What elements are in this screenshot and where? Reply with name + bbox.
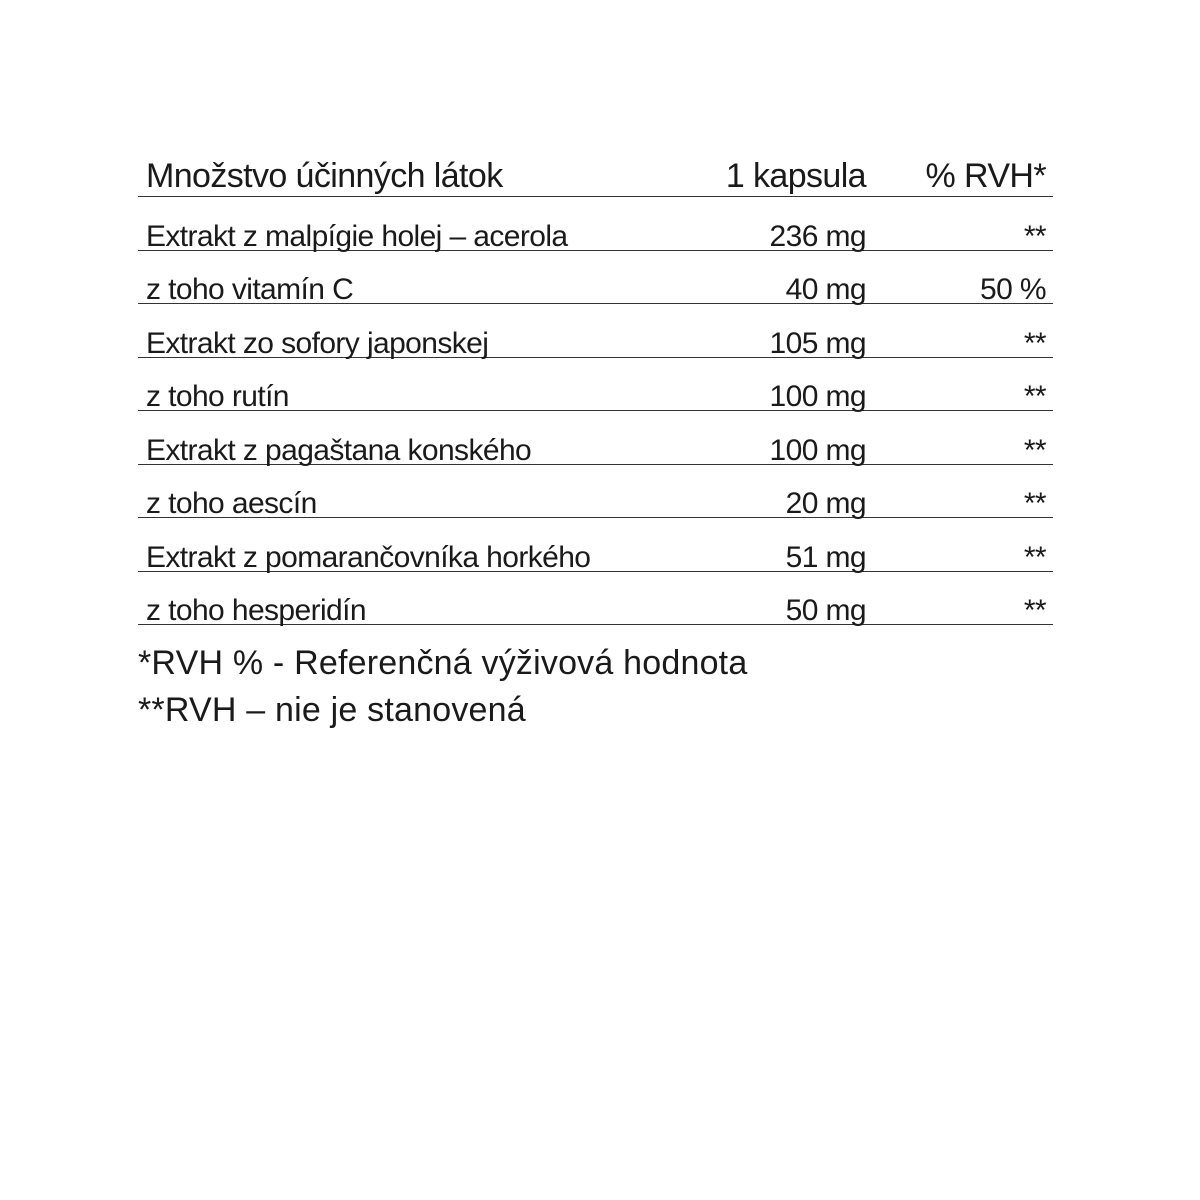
- table-row: Extrakt z pomarančovníka horkého 51 mg **: [138, 518, 1053, 574]
- header-rvh: % RVH*: [925, 157, 1047, 195]
- row-amount: 100 mg: [769, 380, 867, 413]
- table-body: Extrakt z malpígie holej – acerola 236 mg…: [138, 197, 1053, 627]
- footnote: **RVH – nie je stanovená: [138, 691, 526, 729]
- row-amount: 51 mg: [785, 540, 867, 574]
- row-rvh: **: [1023, 594, 1047, 627]
- table-header: Množstvo účinných látok 1 kapsula % RVH*: [138, 145, 1053, 197]
- table-row: Extrakt z malpígie holej – acerola 236 mg…: [138, 197, 1053, 253]
- row-rvh: **: [1023, 219, 1047, 253]
- table-row: z toho rutín 100 mg **: [138, 358, 1053, 413]
- row-name: Extrakt z pagaštana konského: [146, 433, 532, 467]
- row-name: Extrakt z malpígie holej – acerola: [146, 219, 568, 253]
- footnote: *RVH % - Referenčná výživová hodnota: [138, 644, 748, 682]
- row-rvh: **: [1023, 326, 1047, 360]
- header-amount: 1 kapsula: [725, 157, 867, 195]
- row-name: z toho aescín: [146, 487, 317, 520]
- row-rvh: **: [1023, 380, 1047, 413]
- row-amount: 40 mg: [785, 273, 867, 306]
- row-amount: 50 mg: [785, 594, 867, 627]
- row-name: Extrakt z pomarančovníka horkého: [146, 540, 591, 574]
- row-rvh: 50 %: [980, 273, 1047, 306]
- row-rvh: **: [1023, 487, 1047, 520]
- row-amount: 236 mg: [769, 219, 867, 253]
- table-row: z toho hesperidín 50 mg **: [138, 572, 1053, 627]
- nutrition-table: Množstvo účinných látok 1 kapsula % RVH*…: [138, 145, 1053, 627]
- row-amount: 20 mg: [785, 487, 867, 520]
- row-rvh: **: [1023, 433, 1047, 467]
- table-row: z toho vitamín C 40 mg 50 %: [138, 251, 1053, 306]
- row-name: Extrakt zo sofory japonskej: [146, 326, 489, 360]
- header-name: Množstvo účinných látok: [146, 157, 503, 195]
- row-name: z toho vitamín C: [146, 273, 354, 306]
- row-amount: 105 mg: [769, 326, 867, 360]
- row-name: z toho rutín: [146, 380, 289, 413]
- table-row: Extrakt z pagaštana konského 100 mg **: [138, 411, 1053, 467]
- row-amount: 100 mg: [769, 433, 867, 467]
- footnotes: *RVH % - Referenčná výživová hodnota **R…: [138, 640, 747, 734]
- table-row: z toho aescín 20 mg **: [138, 465, 1053, 520]
- row-name: z toho hesperidín: [146, 594, 367, 627]
- table-row: Extrakt zo sofory japonskej 105 mg **: [138, 304, 1053, 360]
- row-rvh: **: [1023, 540, 1047, 574]
